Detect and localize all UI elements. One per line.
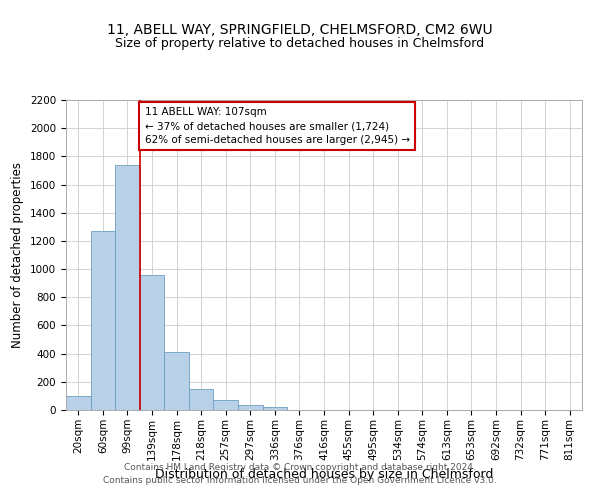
Bar	[140, 274, 164, 410]
Text: 11 ABELL WAY: 107sqm
← 37% of detached houses are smaller (1,724)
62% of semi-de: 11 ABELL WAY: 107sqm ← 37% of detached h…	[145, 107, 410, 145]
Text: Contains HM Land Registry data © Crown copyright and database right 2024.: Contains HM Land Registry data © Crown c…	[124, 462, 476, 471]
Text: Size of property relative to detached houses in Chelmsford: Size of property relative to detached ho…	[115, 38, 485, 51]
Bar	[214, 400, 238, 410]
Bar	[238, 404, 263, 410]
Bar	[115, 165, 140, 410]
X-axis label: Distribution of detached houses by size in Chelmsford: Distribution of detached houses by size …	[155, 468, 493, 481]
Bar	[189, 389, 214, 410]
Text: Contains public sector information licensed under the Open Government Licence v3: Contains public sector information licen…	[103, 476, 497, 485]
Bar	[66, 396, 91, 410]
Bar	[91, 231, 115, 410]
Text: 11, ABELL WAY, SPRINGFIELD, CHELMSFORD, CM2 6WU: 11, ABELL WAY, SPRINGFIELD, CHELMSFORD, …	[107, 22, 493, 36]
Bar	[263, 407, 287, 410]
Bar	[164, 352, 189, 410]
Y-axis label: Number of detached properties: Number of detached properties	[11, 162, 25, 348]
